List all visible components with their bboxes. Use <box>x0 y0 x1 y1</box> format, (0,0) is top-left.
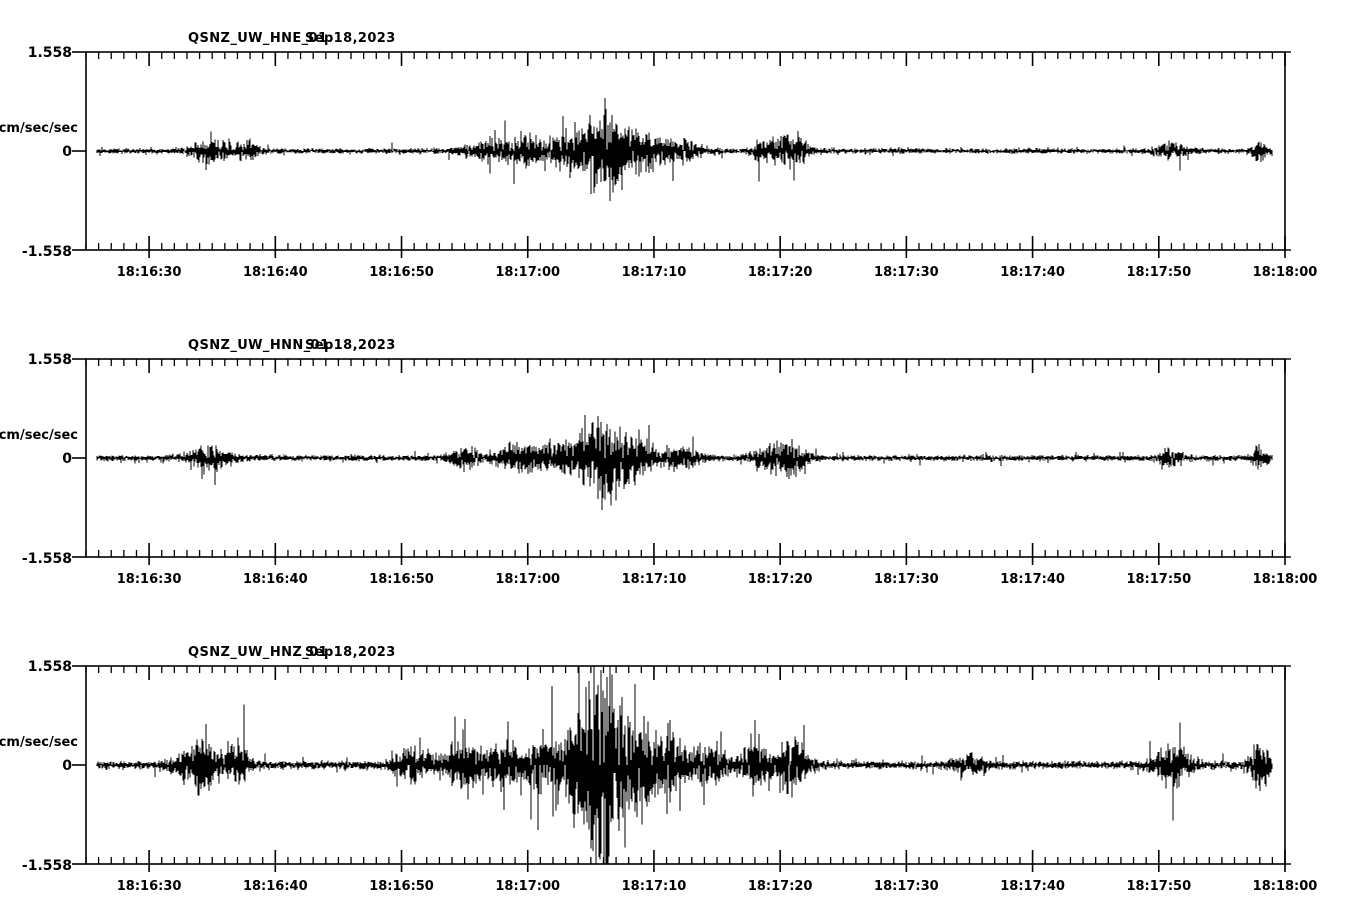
waveform-trace-hnn <box>96 415 1273 511</box>
x-axis-tick-label: 18:17:30 <box>874 879 939 894</box>
x-axis-tick-label: 18:16:40 <box>243 265 308 280</box>
x-axis-tick-label: 18:17:20 <box>748 572 813 587</box>
x-axis-tick-label: 18:16:40 <box>243 879 308 894</box>
axis-ticks-hnz <box>72 665 1291 872</box>
trace-panel-hnn-svg: QSNZ_UW_HNN_01 Sep18,2023 1.558 cm/sec/s… <box>0 338 1318 587</box>
waveform-trace-hnz <box>96 666 1273 864</box>
trace-panel-hnz-svg: QSNZ_UW_HNZ_01 Sep18,2023 1.558 cm/sec/s… <box>0 645 1318 894</box>
trace-panel-hne-svg: QSNZ_UW_HNE_01 Sep18,2023 1.558 cm/sec/s… <box>0 31 1318 280</box>
trace-panel-hnz: QSNZ_UW_HNZ_01 Sep18,2023 1.558 cm/sec/s… <box>0 614 1358 924</box>
y-axis-zero-label-hne: 0 <box>62 144 72 160</box>
trace-title-hnn: QSNZ_UW_HNN_01 <box>188 338 329 353</box>
x-axis-tick-label: 18:18:00 <box>1253 572 1318 587</box>
x-axis-labels-hne: 18:16:30 18:16:40 18:16:50 18:17:00 18:17:10… <box>117 265 1318 280</box>
x-axis-tick-label: 18:17:20 <box>748 265 813 280</box>
x-axis-tick-label: 18:16:30 <box>117 572 182 587</box>
x-axis-tick-label: 18:17:50 <box>1126 572 1191 587</box>
trace-date-hnz: Sep18,2023 <box>305 645 396 660</box>
y-axis-max-label-hnn: 1.558 <box>28 352 72 368</box>
trace-date-hnn: Sep18,2023 <box>305 338 396 353</box>
x-axis-tick-label: 18:18:00 <box>1253 879 1318 894</box>
y-axis-max-label-hne: 1.558 <box>28 45 72 61</box>
trace-panel-hne: QSNZ_UW_HNE_01 Sep18,2023 1.558 cm/sec/s… <box>0 0 1358 310</box>
y-axis-zero-label-hnz: 0 <box>62 758 72 774</box>
x-axis-tick-label: 18:17:30 <box>874 265 939 280</box>
y-axis-unit-label-hne: cm/sec/sec <box>0 121 78 136</box>
x-axis-tick-label: 18:17:00 <box>495 879 560 894</box>
y-axis-max-label-hnz: 1.558 <box>28 659 72 675</box>
y-axis-min-label-hnz: -1.558 <box>22 858 72 874</box>
x-axis-tick-label: 18:17:50 <box>1126 265 1191 280</box>
x-axis-tick-label: 18:17:30 <box>874 572 939 587</box>
x-axis-tick-label: 18:16:30 <box>117 265 182 280</box>
trace-panel-hnn: QSNZ_UW_HNN_01 Sep18,2023 1.558 cm/sec/s… <box>0 307 1358 617</box>
x-axis-tick-label: 18:17:40 <box>1000 265 1065 280</box>
axis-ticks-hne <box>72 51 1291 258</box>
x-axis-tick-label: 18:17:40 <box>1000 879 1065 894</box>
x-axis-tick-label: 18:16:50 <box>369 265 434 280</box>
y-axis-unit-label-hnn: cm/sec/sec <box>0 428 78 443</box>
x-axis-tick-label: 18:17:00 <box>495 572 560 587</box>
y-axis-zero-label-hnn: 0 <box>62 451 72 467</box>
x-axis-tick-label: 18:17:40 <box>1000 572 1065 587</box>
trace-title-hne: QSNZ_UW_HNE_01 <box>188 31 327 46</box>
x-axis-tick-label: 18:16:40 <box>243 572 308 587</box>
x-axis-tick-label: 18:16:50 <box>369 879 434 894</box>
x-axis-tick-label: 18:17:00 <box>495 265 560 280</box>
axis-ticks-hnn <box>72 358 1291 565</box>
x-axis-tick-label: 18:17:50 <box>1126 879 1191 894</box>
y-axis-unit-label-hnz: cm/sec/sec <box>0 735 78 750</box>
trace-title-hnz: QSNZ_UW_HNZ_01 <box>188 645 328 660</box>
x-axis-labels-hnz: 18:16:30 18:16:40 18:16:50 18:17:00 18:17:10… <box>117 879 1318 894</box>
x-axis-tick-label: 18:17:10 <box>622 265 687 280</box>
y-axis-min-label-hne: -1.558 <box>22 244 72 260</box>
x-axis-tick-label: 18:16:30 <box>117 879 182 894</box>
x-axis-tick-label: 18:17:10 <box>622 879 687 894</box>
x-axis-labels-hnn: 18:16:30 18:16:40 18:16:50 18:17:00 18:17:10… <box>117 572 1318 587</box>
y-axis-min-label-hnn: -1.558 <box>22 551 72 567</box>
x-axis-tick-label: 18:17:20 <box>748 879 813 894</box>
x-axis-tick-label: 18:16:50 <box>369 572 434 587</box>
x-axis-tick-label: 18:18:00 <box>1253 265 1318 280</box>
waveform-trace-hne <box>96 98 1273 201</box>
trace-date-hne: Sep18,2023 <box>305 31 396 46</box>
x-axis-tick-label: 18:17:10 <box>622 572 687 587</box>
